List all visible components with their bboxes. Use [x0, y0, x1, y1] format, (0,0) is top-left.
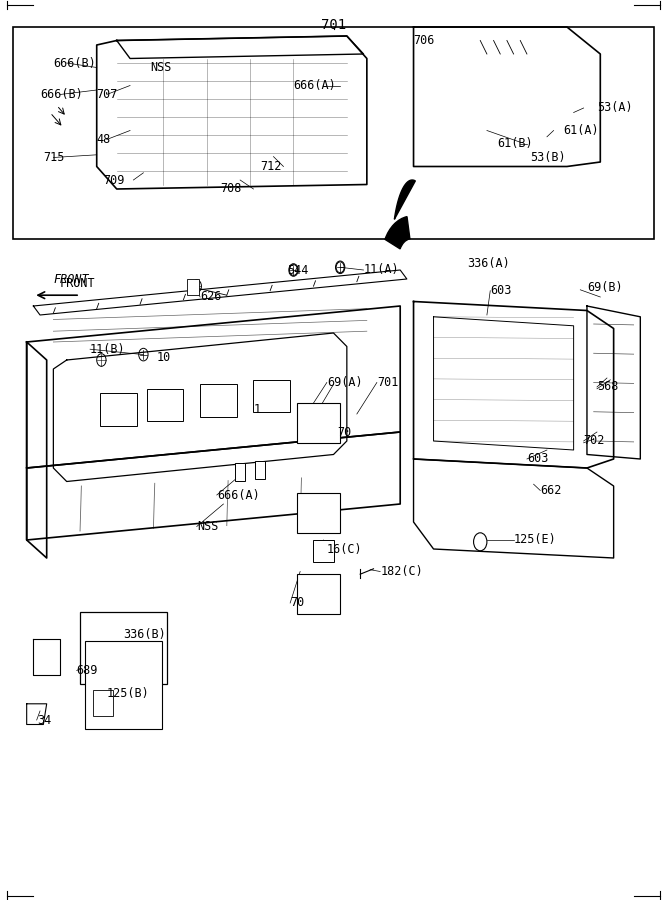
- Text: 34: 34: [37, 714, 51, 726]
- Text: 707: 707: [97, 88, 118, 101]
- Bar: [80, 612, 167, 684]
- Text: 715: 715: [43, 151, 65, 164]
- Bar: [147, 389, 183, 421]
- Wedge shape: [385, 217, 410, 249]
- Text: 626: 626: [200, 291, 221, 303]
- Text: 10: 10: [157, 351, 171, 364]
- Text: 666(B): 666(B): [40, 88, 83, 101]
- Bar: [93, 690, 113, 716]
- Text: 53(B): 53(B): [530, 151, 566, 164]
- Bar: [297, 493, 340, 533]
- Text: 702: 702: [584, 435, 605, 447]
- Bar: [100, 393, 137, 426]
- Bar: [297, 574, 340, 614]
- Polygon shape: [394, 180, 416, 220]
- Text: 16(C): 16(C): [327, 543, 362, 555]
- Text: 61(A): 61(A): [564, 124, 599, 137]
- Text: 603: 603: [490, 284, 512, 297]
- Text: FRONT: FRONT: [60, 277, 95, 290]
- Text: 712: 712: [260, 160, 281, 173]
- Text: 125(B): 125(B): [107, 687, 149, 699]
- Text: 70: 70: [290, 597, 304, 609]
- Bar: [85, 641, 162, 729]
- Text: NSS: NSS: [197, 520, 218, 533]
- Text: 666(A): 666(A): [293, 79, 336, 92]
- Text: 336(B): 336(B): [123, 628, 166, 641]
- Text: 69(B): 69(B): [587, 282, 622, 294]
- Text: 11(A): 11(A): [364, 264, 399, 276]
- Bar: [187, 279, 199, 295]
- Text: FRONT: FRONT: [53, 274, 89, 286]
- Bar: [235, 463, 245, 481]
- Text: 666(B): 666(B): [53, 57, 96, 69]
- Text: 48: 48: [97, 133, 111, 146]
- Text: 706: 706: [414, 34, 435, 47]
- Bar: [255, 461, 265, 479]
- Text: 125(E): 125(E): [514, 534, 556, 546]
- Bar: [200, 384, 237, 417]
- Bar: [13, 27, 654, 238]
- Text: 70: 70: [337, 426, 351, 438]
- Text: 53(A): 53(A): [597, 102, 632, 114]
- Text: 689: 689: [77, 664, 98, 677]
- Text: NSS: NSS: [150, 61, 171, 74]
- Text: 544: 544: [287, 264, 308, 276]
- Text: 701: 701: [377, 376, 398, 389]
- Text: 662: 662: [540, 484, 562, 497]
- Text: 666(A): 666(A): [217, 489, 259, 501]
- Text: 1: 1: [253, 403, 261, 416]
- Text: 701: 701: [321, 18, 346, 32]
- Text: 61(B): 61(B): [497, 138, 532, 150]
- Text: 11(B): 11(B): [90, 343, 125, 356]
- Text: 709: 709: [103, 174, 125, 186]
- Text: 336(A): 336(A): [467, 257, 510, 270]
- Text: 182(C): 182(C): [380, 565, 423, 578]
- Bar: [313, 540, 334, 562]
- Bar: [253, 380, 290, 412]
- Text: 603: 603: [527, 453, 548, 465]
- Text: 568: 568: [597, 381, 618, 393]
- Bar: [297, 403, 340, 443]
- Text: 69(A): 69(A): [327, 376, 362, 389]
- Text: 708: 708: [220, 183, 241, 195]
